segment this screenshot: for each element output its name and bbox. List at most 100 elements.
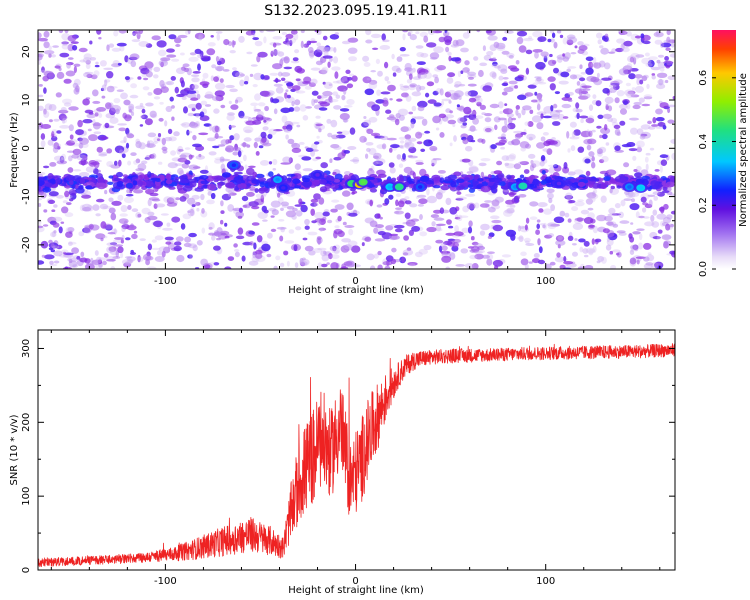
heatmap-band-cell	[540, 180, 547, 186]
heatmap-cell	[635, 54, 645, 58]
heatmap-cell	[657, 191, 665, 197]
heatmap-cell	[43, 70, 54, 77]
heatmap-cell	[597, 39, 602, 45]
heatmap-cell	[404, 200, 412, 205]
heatmap-cell	[642, 202, 649, 206]
heatmap-cell	[280, 57, 289, 61]
heatmap-cell	[126, 188, 130, 194]
heatmap-cell	[151, 239, 157, 243]
heatmap-cell	[536, 122, 544, 130]
heatmap-cell	[368, 116, 378, 123]
heatmap-cell	[379, 45, 391, 50]
heatmap-cell	[175, 236, 184, 242]
heatmap-cell	[88, 223, 94, 230]
heatmap-cell	[130, 223, 134, 229]
colorbar-tick-label: 0.6	[698, 70, 709, 86]
heatmap-cell	[424, 72, 432, 79]
heatmap-cell	[195, 113, 200, 118]
heatmap-cell	[574, 217, 585, 222]
heatmap-cell	[324, 45, 331, 52]
heatmap-cell	[503, 209, 513, 217]
heatmap-cell	[593, 189, 598, 194]
heatmap-cell	[461, 227, 470, 233]
heatmap-cell	[282, 156, 292, 164]
heatmap-cell	[156, 40, 167, 48]
heatmap-cell	[566, 36, 578, 44]
heatmap-cell	[112, 256, 121, 259]
heatmap-cell	[525, 49, 533, 55]
heatmap-cell	[636, 128, 644, 136]
heatmap-cell	[158, 49, 167, 57]
x-tick-label: -100	[154, 276, 177, 287]
heatmap-cell	[188, 164, 199, 170]
heatmap-peak-core	[315, 173, 320, 177]
heatmap-band-cell	[55, 178, 61, 184]
heatmap-cell	[548, 197, 553, 204]
heatmap-cell	[272, 158, 278, 166]
heatmap-cell	[226, 114, 235, 121]
heatmap-cell	[521, 108, 526, 116]
heatmap-cell	[366, 128, 374, 134]
heatmap-cell	[424, 130, 431, 134]
heatmap-cell	[343, 118, 349, 123]
heatmap-cell	[106, 161, 114, 167]
heatmap-cell	[642, 216, 650, 219]
heatmap-peak-core	[397, 185, 402, 189]
heatmap-cell	[384, 265, 391, 269]
heatmap-cell	[72, 45, 78, 51]
heatmap-cell	[407, 137, 417, 142]
heatmap-cell	[643, 263, 653, 269]
heatmap-cell	[85, 166, 95, 173]
heatmap-cell	[431, 162, 435, 167]
heatmap-peak-core	[360, 180, 366, 184]
heatmap-cell	[254, 40, 263, 47]
heatmap-cell	[614, 97, 620, 104]
heatmap-cell	[667, 107, 671, 114]
heatmap-band-cell	[246, 183, 252, 187]
heatmap-cell	[553, 41, 558, 49]
heatmap-cell	[256, 235, 263, 243]
heatmap-cell	[58, 254, 69, 258]
heatmap-band-cell	[532, 187, 538, 192]
heatmap-cell	[224, 235, 230, 239]
heatmap-band-cell	[551, 175, 559, 179]
heatmap-cell	[175, 197, 180, 201]
heatmap-cell	[609, 87, 617, 93]
heatmap-band-cell	[619, 177, 627, 183]
heatmap-cell	[542, 132, 549, 136]
heatmap-cell	[502, 77, 509, 80]
heatmap-cell	[131, 39, 141, 43]
heatmap-cell	[596, 125, 602, 129]
heatmap-cell	[546, 148, 553, 156]
heatmap-cell	[391, 247, 397, 253]
heatmap-cell	[504, 118, 508, 126]
heatmap-cell	[295, 210, 303, 217]
heatmap-cell	[149, 110, 157, 118]
heatmap-cell	[543, 140, 551, 147]
heatmap-cell	[145, 143, 156, 149]
heatmap-cell	[455, 264, 466, 267]
heatmap-cell	[574, 201, 585, 207]
heatmap-cell	[38, 225, 45, 233]
heatmap-cell	[300, 40, 304, 49]
heatmap-cell	[404, 196, 410, 200]
heatmap-cell	[263, 36, 267, 44]
heatmap-cell	[502, 36, 508, 41]
heatmap-cell	[154, 256, 165, 262]
heatmap-cell	[610, 80, 620, 87]
heatmap-cell	[59, 125, 70, 129]
heatmap-cell	[480, 223, 490, 231]
heatmap-cell	[458, 83, 466, 87]
heatmap-cell	[370, 33, 382, 39]
heatmap-cell	[538, 246, 543, 254]
heatmap-cell	[40, 124, 52, 129]
heatmap-cell	[130, 152, 137, 157]
heatmap-band-cell	[122, 176, 129, 183]
heatmap-cell	[233, 133, 240, 141]
heatmap-cell	[258, 145, 264, 149]
heatmap-cell	[536, 142, 546, 149]
heatmap-cell	[125, 256, 132, 259]
heatmap-cell	[317, 95, 322, 100]
heatmap-cell	[464, 60, 470, 66]
heatmap-cell	[414, 116, 425, 120]
